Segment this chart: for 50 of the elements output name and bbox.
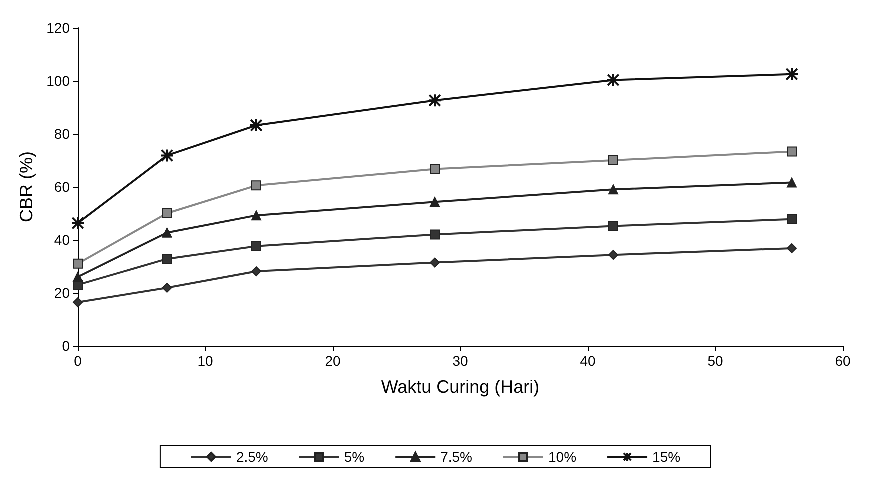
point	[252, 266, 262, 277]
x-axis-title: Waktu Curing (Hari)	[381, 377, 540, 397]
legend-label: 10%	[548, 449, 577, 465]
point	[162, 228, 172, 238]
point	[606, 73, 620, 88]
point	[73, 272, 83, 282]
point	[608, 250, 618, 260]
x-tick-label: 60	[835, 353, 851, 369]
y-tick-label: 20	[54, 285, 70, 301]
point	[162, 282, 172, 293]
point	[430, 197, 440, 208]
y-tick-label: 100	[46, 73, 70, 89]
y-tick-label: 40	[54, 232, 70, 248]
point	[608, 221, 618, 232]
point	[430, 230, 440, 240]
point	[73, 298, 83, 308]
point	[71, 216, 85, 230]
point	[787, 243, 797, 254]
point	[430, 164, 440, 174]
legend-label: 2.5%	[236, 449, 268, 465]
point	[73, 258, 83, 269]
point	[608, 156, 618, 166]
point	[785, 67, 799, 82]
legend-label: 15%	[652, 449, 681, 465]
point	[162, 254, 172, 264]
point	[252, 241, 262, 252]
point	[252, 210, 262, 221]
y-tick-label: 80	[54, 126, 70, 142]
point	[252, 180, 262, 191]
legend-label: 5%	[344, 449, 365, 465]
x-tick-label: 10	[198, 353, 214, 369]
point	[160, 148, 174, 163]
x-tick-label: 50	[708, 353, 724, 369]
legend-label: 7.5%	[440, 449, 473, 465]
point	[428, 94, 442, 108]
x-tick-label: 30	[452, 353, 468, 369]
point	[250, 118, 264, 133]
y-axis-title: CBR (%)	[16, 152, 37, 222]
y-tick-label: 0	[62, 338, 70, 354]
point	[787, 178, 797, 188]
point	[430, 258, 440, 268]
point	[162, 208, 172, 218]
x-tick-label: 0	[74, 353, 82, 369]
y-tick-label: 60	[54, 179, 70, 195]
y-tick-label: 120	[46, 20, 70, 36]
x-tick-label: 40	[580, 353, 596, 369]
point	[787, 146, 797, 157]
x-tick-label: 20	[325, 353, 341, 369]
point	[608, 184, 618, 195]
point	[787, 214, 797, 224]
